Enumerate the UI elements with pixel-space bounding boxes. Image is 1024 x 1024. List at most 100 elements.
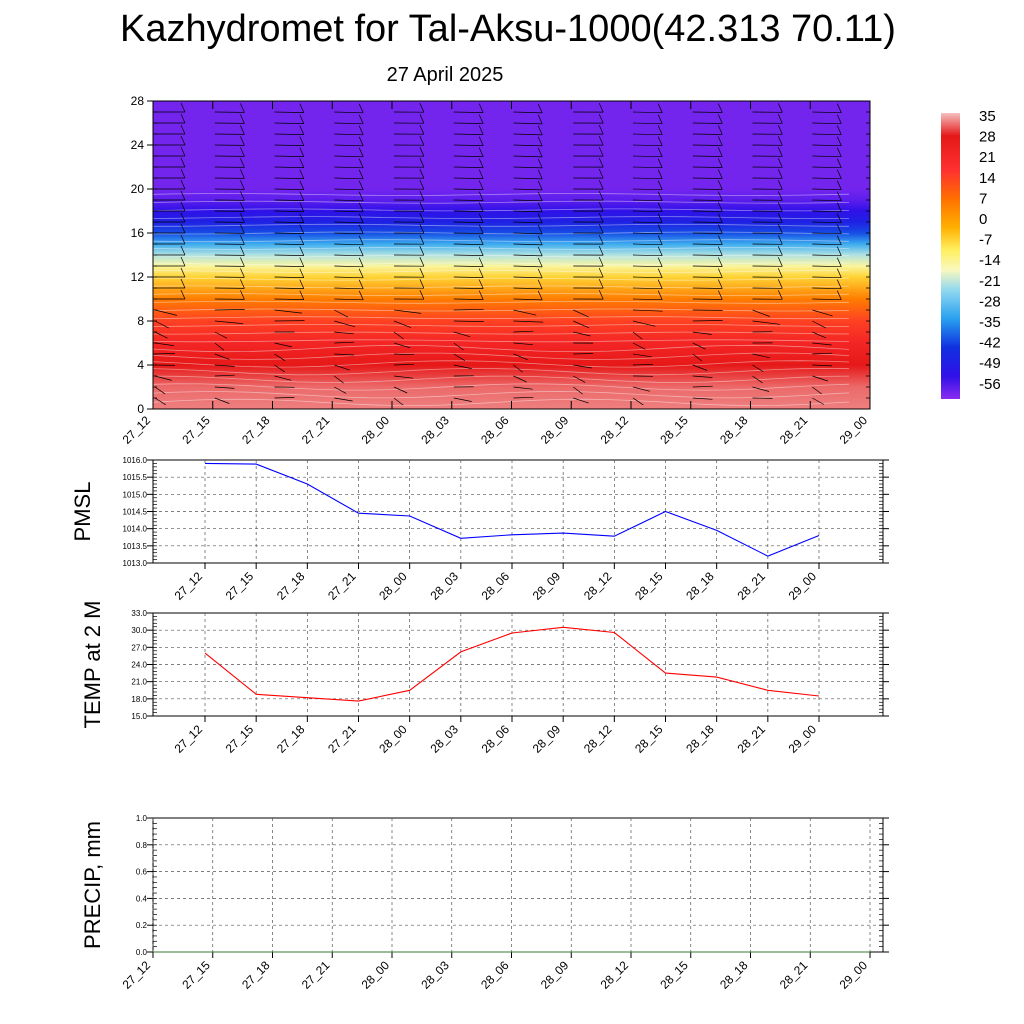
wind-barb-flag: [717, 224, 723, 234]
wind-barb-shaft: [752, 353, 771, 359]
wind-barb-flag: [898, 224, 902, 233]
wind-barb-shaft: [632, 232, 663, 235]
contour-line: [153, 308, 850, 312]
wind-barb-flag: [836, 158, 842, 168]
wind-barb-shaft: [393, 375, 414, 379]
colorbar-label: -42: [979, 335, 1001, 352]
y-tick-label: 1013.0: [123, 559, 148, 568]
wind-barb-flag: [358, 257, 364, 267]
wind-barb-shaft: [632, 166, 663, 169]
precipitation-panel: 0.0 0.2 0.4 0.6 0.8 1.0 27_12 27_15 27_18 27_21 28…: [80, 814, 889, 992]
wind-barb-shaft: [334, 386, 347, 394]
wind-barb-shaft: [692, 276, 723, 278]
wind-barb-flag: [358, 224, 364, 234]
wind-barb-shaft: [872, 343, 882, 350]
wind-barb-flag: [478, 235, 484, 245]
wind-barb-shaft: [334, 320, 356, 328]
wind-barb-shaft: [513, 133, 543, 136]
time-tick-label: 28_12: [598, 413, 632, 447]
wind-barb-flag: [836, 246, 842, 256]
contour-line: [153, 193, 850, 196]
wind-barb-flag: [717, 290, 723, 300]
page-subtitle: 27 April 2025: [386, 64, 504, 86]
wind-barb-shaft: [632, 221, 663, 224]
wind-barb-shaft: [692, 122, 723, 124]
wind-barb-shaft: [393, 342, 411, 349]
wind-barb-shaft: [274, 111, 304, 113]
wind-barb-shaft: [453, 308, 484, 311]
wind-barb-shaft: [214, 364, 235, 367]
x-tick-label: 29_00: [837, 958, 871, 992]
wind-barb-shaft: [632, 342, 646, 350]
x-tick-label: 28_03: [418, 958, 452, 992]
y-tick-label: 15.0: [131, 712, 147, 721]
wind-barb-shaft: [274, 254, 304, 256]
wind-barb-shaft: [692, 298, 723, 300]
wind-barb-shaft: [513, 166, 543, 169]
wind-barb-shaft: [334, 199, 364, 202]
wind-barb-flag: [657, 136, 663, 146]
wind-barb-flag: [537, 180, 543, 191]
y-tick-label: 1014.5: [123, 508, 148, 517]
wind-barb-flag: [358, 235, 364, 245]
wind-barb-flag: [598, 245, 604, 256]
y-tick-label: 30.0: [131, 626, 147, 635]
y-tick-label: 0.0: [136, 948, 148, 957]
wind-barb-flag: [240, 114, 245, 124]
wind-barb-shaft: [274, 221, 304, 223]
wind-barb-flag: [717, 213, 723, 223]
colorbar-label: 28: [979, 129, 996, 146]
wind-barb-flag: [419, 114, 425, 124]
wind-barb-shaft: [513, 375, 527, 383]
wind-barb-shaft: [632, 309, 663, 312]
wind-barb-shaft: [513, 188, 543, 191]
wind-barb-shaft: [812, 397, 825, 405]
wind-barb-shaft: [632, 320, 656, 327]
wind-barb-flag: [598, 102, 604, 113]
wind-barb-flag: [836, 169, 842, 179]
wind-barb-flag: [358, 125, 364, 135]
wind-barb-flag: [299, 246, 305, 256]
wind-barb-shaft: [453, 155, 484, 157]
wind-barb-flag: [717, 125, 723, 135]
wind-barb-flag: [478, 114, 484, 124]
colorbar-label: -56: [979, 376, 1001, 393]
wind-barb-shaft: [872, 398, 885, 404]
wind-barb-flag: [836, 268, 842, 278]
contour-lines: [153, 193, 850, 407]
wind-barb-flag: [299, 191, 305, 201]
colorbar-label: 14: [979, 170, 996, 187]
wind-barb-shaft: [453, 111, 484, 113]
wind-barb-shaft: [274, 210, 304, 212]
page-title: Kazhydromet for Tal-Aksu-1000(42.313 70.…: [120, 8, 896, 50]
wind-barb-flag: [717, 114, 723, 124]
wind-barb-flag: [240, 290, 245, 300]
wind-barb-shaft: [812, 199, 842, 202]
wind-barb-flag: [777, 290, 783, 300]
wind-barb-flag: [898, 235, 902, 244]
wind-barb-shaft: [274, 166, 304, 168]
wind-barb-shaft: [274, 342, 292, 348]
wind-barb-flag: [777, 103, 783, 113]
x-tick-label: 28_06: [479, 569, 513, 603]
wind-barb-shaft: [692, 166, 723, 168]
time-tick-label: 28_00: [359, 413, 393, 447]
wind-barb-flag: [358, 191, 364, 201]
x-tick-label: 27_15: [179, 958, 213, 992]
wind-barb-flag: [537, 136, 543, 147]
x-tick-label: 28_00: [359, 958, 393, 992]
wind-barb-shaft: [513, 122, 543, 125]
wind-barb-shaft: [154, 309, 178, 316]
wind-barb-flag: [299, 180, 305, 190]
wind-barb-flag: [537, 235, 543, 246]
wind-barb-shaft: [334, 341, 355, 344]
wind-barb-flag: [180, 234, 186, 245]
wind-barb-flag: [478, 136, 484, 146]
wind-barb-shaft: [513, 177, 543, 180]
wind-barb-flag: [598, 124, 604, 135]
y-axis-label: TEMP at 2 M: [80, 601, 105, 729]
wind-barb-flag: [358, 246, 364, 256]
wind-barb-flag: [836, 147, 842, 157]
wind-barb-shaft: [573, 320, 590, 329]
wind-barb-flag: [598, 157, 604, 168]
